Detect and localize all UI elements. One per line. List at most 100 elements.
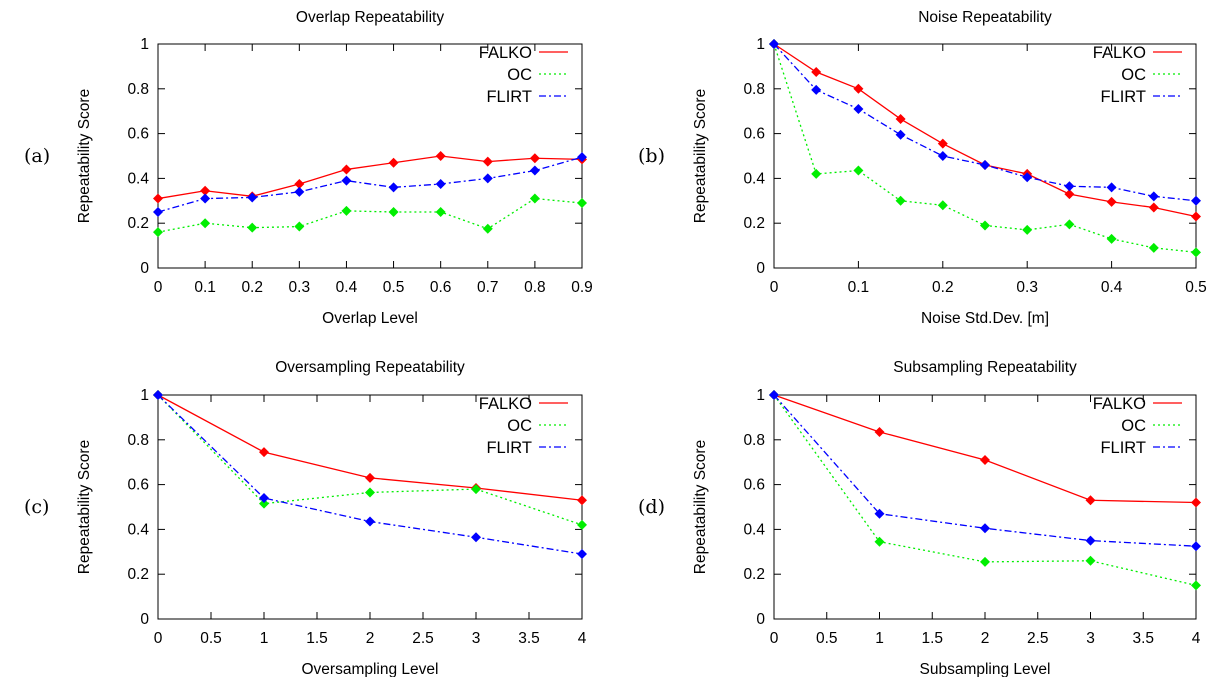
y-tick-label: 0 (140, 260, 149, 277)
series-line-oc (157, 394, 583, 526)
chart-title: Oversampling Repeatability (275, 359, 465, 376)
data-point-flirt (769, 39, 779, 49)
data-point-oc (341, 205, 352, 216)
x-tick-label: 0.4 (1101, 279, 1123, 296)
data-point-flirt (769, 390, 779, 400)
y-tick-label: 0.2 (743, 566, 765, 583)
data-point-oc (980, 556, 990, 567)
y-tick-label: 0.2 (127, 215, 149, 232)
x-axis-label: Oversampling Level (302, 661, 439, 677)
x-tick-label: 3.5 (1132, 630, 1154, 647)
y-tick-label: 0.4 (127, 521, 149, 538)
data-point-oc (874, 536, 885, 547)
data-point-flirt (294, 186, 305, 197)
x-tick-label: 0.2 (241, 279, 263, 296)
x-tick-label: 0.5 (383, 279, 405, 296)
y-tick-label: 0.8 (743, 432, 765, 449)
x-tick-label: 0.1 (848, 279, 870, 296)
panel-label: (c) (24, 496, 49, 518)
data-point-flirt (1064, 181, 1075, 192)
x-tick-label: 3.5 (518, 630, 540, 647)
x-tick-label: 0.5 (200, 630, 222, 647)
x-tick-label: 0.8 (524, 279, 546, 296)
x-tick-label: 0.2 (932, 279, 954, 296)
data-point-flirt (980, 523, 990, 534)
data-point-oc (895, 195, 906, 206)
y-tick-label: 0.2 (743, 215, 765, 232)
y-tick-label: 0.8 (127, 81, 149, 98)
y-tick-label: 0.6 (743, 126, 765, 143)
series-line-flirt (773, 43, 1197, 202)
x-tick-label: 2.5 (412, 630, 434, 647)
data-point-oc (388, 207, 399, 217)
legend-label-falko: FALKO (1093, 395, 1146, 413)
x-tick-label: 0.1 (194, 279, 216, 296)
x-tick-label: 4 (578, 630, 587, 647)
x-tick-label: 0.9 (571, 279, 593, 296)
data-point-falko (577, 495, 587, 506)
data-point-oc (1191, 247, 1201, 258)
chart-panel-overlap: (a) Overlap Repeatability Overlap Level Rep… (24, 9, 593, 327)
series-line-flirt (157, 156, 583, 213)
x-tick-label: 0.3 (289, 279, 311, 296)
data-point-falko (200, 185, 211, 196)
data-point-falko (895, 114, 906, 125)
data-point-oc (294, 221, 305, 232)
data-point-oc (1022, 224, 1033, 235)
y-tick-label: 0.8 (743, 81, 765, 98)
data-point-falko (435, 151, 446, 161)
y-tick-label: 0.2 (127, 566, 149, 583)
data-point-flirt (200, 193, 211, 204)
data-point-oc (1064, 219, 1075, 230)
data-point-flirt (247, 192, 258, 203)
data-point-oc (153, 227, 163, 238)
data-point-falko (1064, 189, 1075, 200)
x-tick-label: 1.5 (921, 630, 943, 647)
y-tick-label: 0 (756, 611, 765, 628)
x-tick-label: 0 (770, 630, 779, 647)
x-tick-label: 0.5 (1185, 279, 1207, 296)
chart-panel-oversampling: (c) Oversampling Repeatability Oversamplin… (24, 359, 587, 677)
data-point-oc (482, 223, 493, 234)
data-point-flirt (874, 508, 885, 519)
y-tick-label: 0.4 (743, 170, 765, 187)
chart-panel-subsampling: (d) Subsampling Repeatability Subsampling … (638, 359, 1201, 677)
x-axis-label: Noise Std.Dev. [m] (921, 310, 1049, 327)
y-tick-label: 0.8 (127, 432, 149, 449)
data-point-flirt (259, 493, 269, 504)
legend-label-flirt: FLIRT (1100, 88, 1146, 106)
data-point-falko (1191, 497, 1201, 508)
data-point-flirt (435, 179, 446, 189)
data-point-flirt (471, 532, 481, 543)
legend-label-falko: FALKO (479, 395, 532, 413)
plot-frame (773, 43, 1197, 269)
chart-title: Overlap Repeatability (296, 9, 444, 26)
y-axis-label: Repeatability Score (76, 89, 93, 223)
data-point-flirt (529, 165, 540, 176)
data-point-flirt (388, 182, 399, 193)
series-line-oc (773, 394, 1197, 587)
legend-label-oc: OC (507, 66, 532, 84)
data-point-oc (471, 484, 481, 495)
data-point-oc (937, 200, 948, 211)
data-point-flirt (577, 549, 587, 560)
data-point-flirt (1191, 195, 1201, 206)
chart-title: Noise Repeatability (918, 9, 1052, 26)
x-tick-label: 0.3 (1016, 279, 1038, 296)
data-point-flirt (980, 159, 990, 170)
panel-label: (b) (638, 145, 665, 167)
x-tick-label: 4 (1192, 630, 1201, 647)
x-tick-label: 0.7 (477, 279, 499, 296)
x-tick-label: 0.5 (816, 630, 838, 647)
data-point-flirt (1148, 191, 1159, 202)
series-line-oc (157, 197, 583, 233)
data-point-flirt (1106, 182, 1117, 193)
data-point-oc (811, 168, 822, 179)
x-tick-label: 0 (770, 279, 779, 296)
data-point-falko (259, 447, 269, 458)
x-tick-label: 1 (260, 630, 269, 647)
panel-label: (a) (24, 145, 50, 167)
series-line-falko (157, 155, 583, 200)
data-point-flirt (895, 129, 906, 140)
y-tick-label: 0 (140, 611, 149, 628)
